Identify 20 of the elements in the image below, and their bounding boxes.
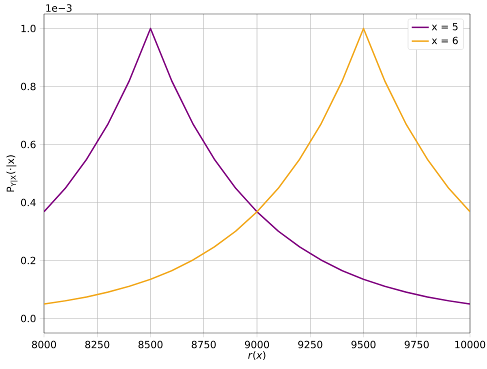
x-tick-label: 8750	[192, 340, 216, 348]
legend-label: x = 6	[432, 36, 458, 44]
legend-label: x = 5	[432, 22, 458, 30]
y-tick-label: 0.8	[21, 82, 36, 90]
x-tick-label: 9000	[244, 340, 270, 348]
y-axis-title: P$_{Y|X}$(·|x)	[6, 155, 18, 192]
x-axis-title: r(x)	[248, 351, 266, 360]
x-tick-label: 9750	[404, 340, 429, 348]
text: 1e−3	[46, 4, 72, 12]
y-tick-label: 0.0	[21, 314, 36, 322]
y-tick-label: 0.6	[21, 140, 36, 148]
y-tick-label: 1.0	[21, 24, 36, 32]
y-tick-label: 0.4	[21, 198, 36, 206]
x-tick-label: 9500	[351, 340, 376, 348]
x-tick-label: 8000	[32, 340, 56, 348]
y-tick-label: 0.2	[21, 256, 36, 264]
x-tick-label: 8250	[85, 340, 110, 348]
x-tick-label: 9250	[298, 340, 322, 348]
x-tick-label: 10000	[455, 340, 486, 348]
x-tick-label: 8500	[138, 340, 163, 348]
